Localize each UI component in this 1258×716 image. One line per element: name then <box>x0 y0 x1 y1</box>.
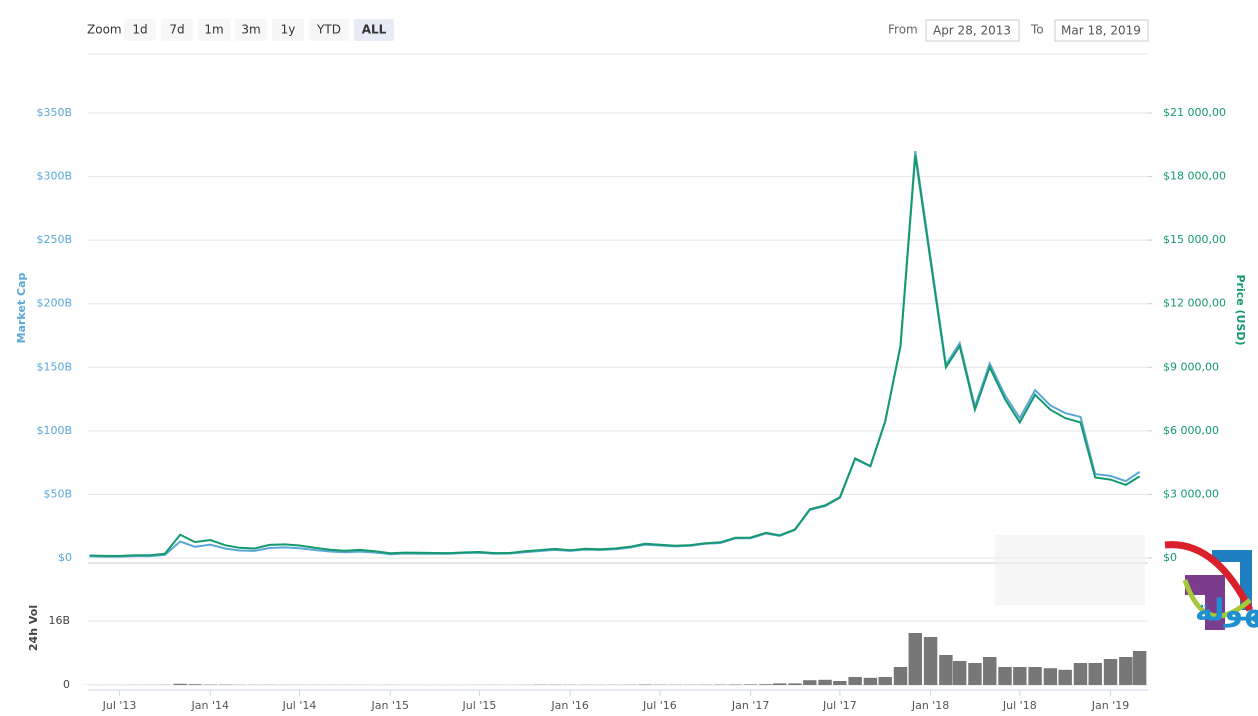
volume-bar <box>893 667 908 685</box>
logo-swoosh <box>1164 541 1254 612</box>
logo-swoosh <box>1182 579 1252 619</box>
volume-bar <box>998 667 1012 685</box>
watermark-text: التداول بسهولة <box>1195 594 1258 629</box>
y2-tick-label: $12 000,00 <box>1163 297 1226 310</box>
y2-axis-title: Price (USD) <box>1234 274 1247 345</box>
volume-bar <box>1058 669 1072 685</box>
zoom-button[interactable] <box>354 19 394 41</box>
y-tick-label: $300B <box>36 170 72 183</box>
volume-bar <box>743 684 758 685</box>
x-tick-label: Jan '15 <box>370 699 408 712</box>
volume-bar <box>788 683 802 685</box>
to-value[interactable]: Mar 18, 2019 <box>1061 24 1141 38</box>
to-label: To <box>1030 23 1044 37</box>
volume-bar <box>818 679 832 685</box>
volume-bar <box>833 681 847 685</box>
zoom-button-label[interactable]: 1y <box>281 23 296 37</box>
logo: التداول بسهولة <box>995 535 1258 630</box>
zoom-label: Zoom <box>87 23 122 37</box>
series-line <box>89 155 1141 558</box>
y-tick-label: $100B <box>36 424 72 437</box>
zoom-button[interactable] <box>272 19 304 41</box>
volume-bar <box>908 633 923 685</box>
from-label: From <box>888 23 918 37</box>
volume-bar <box>772 683 787 685</box>
volume-bar <box>863 677 878 685</box>
zoom-button[interactable] <box>198 19 230 41</box>
volume-bar <box>1073 663 1088 685</box>
zoom-button-label[interactable]: ALL <box>362 23 387 37</box>
x-tick-label: Jan '16 <box>550 699 588 712</box>
y3-tick-label: 0 <box>63 678 70 691</box>
y2-tick-label: $15 000,00 <box>1163 233 1226 246</box>
volume-bar <box>952 661 967 685</box>
y-tick-label: $0 <box>58 551 72 564</box>
y-tick-label: $150B <box>36 360 72 373</box>
y2-tick-label: $21 000,00 <box>1163 106 1226 119</box>
volume-bar <box>1119 657 1133 685</box>
x-tick-label: Jul '17 <box>822 699 857 712</box>
from-input[interactable] <box>925 19 1020 42</box>
volume-bar <box>983 657 997 685</box>
volume-bar <box>923 637 938 685</box>
y2-tick-label: $3 000,00 <box>1163 487 1219 500</box>
x-tick-label: Jul '13 <box>102 699 137 712</box>
x-tick-label: Jan '19 <box>1091 699 1129 712</box>
to-input[interactable] <box>1054 19 1149 42</box>
y-tick-label: $250B <box>36 233 72 246</box>
volume-bar <box>1132 651 1147 685</box>
volume-bar <box>188 684 202 685</box>
volume-bar <box>759 684 773 685</box>
x-tick-label: Jul '16 <box>642 699 677 712</box>
x-tick-label: Jul '18 <box>1002 699 1037 712</box>
zoom-button-label[interactable]: YTD <box>316 23 341 37</box>
zoom-button-label[interactable]: 1m <box>204 23 223 37</box>
volume-bar <box>173 683 187 685</box>
x-tick-label: Jan '14 <box>191 699 229 712</box>
y-tick-label: $350B <box>36 106 72 119</box>
zoom-button[interactable] <box>235 19 267 41</box>
y3-tick-label: 16B <box>48 614 70 627</box>
volume-bar <box>848 677 862 685</box>
y2-tick-label: $0 <box>1163 551 1177 564</box>
series-line <box>89 150 1141 558</box>
y-tick-label: $50B <box>43 487 72 500</box>
volume-bar <box>939 655 953 685</box>
logo-backdrop <box>995 535 1145 605</box>
zoom-button-label[interactable]: 7d <box>169 23 184 37</box>
volume-bar <box>1103 659 1118 685</box>
from-value[interactable]: Apr 28, 2013 <box>933 24 1011 38</box>
y2-tick-label: $18 000,00 <box>1163 170 1226 183</box>
volume-bar <box>803 680 817 685</box>
volume-bar <box>878 677 892 685</box>
volume-bar <box>1013 667 1027 685</box>
y-axis-title: Market Cap <box>15 273 28 344</box>
volume-bar <box>1043 668 1058 685</box>
volume-bar <box>968 663 982 685</box>
y2-tick-label: $6 000,00 <box>1163 424 1219 437</box>
volume-bar <box>1088 663 1102 685</box>
x-tick-label: Jan '17 <box>731 699 769 712</box>
zoom-button-label[interactable]: 1d <box>132 23 147 37</box>
zoom-button-label[interactable]: 3m <box>241 23 260 37</box>
x-tick-label: Jul '14 <box>282 699 317 712</box>
y2-tick-label: $9 000,00 <box>1163 360 1219 373</box>
volume-bar <box>1028 667 1042 685</box>
x-tick-label: Jan '18 <box>911 699 949 712</box>
zoom-button[interactable] <box>309 19 349 41</box>
x-tick-label: Jul '15 <box>462 699 497 712</box>
zoom-button[interactable] <box>161 19 193 41</box>
zoom-button[interactable] <box>124 19 156 41</box>
y-tick-label: $200B <box>36 297 72 310</box>
y3-axis-title: 24h Vol <box>27 605 40 651</box>
